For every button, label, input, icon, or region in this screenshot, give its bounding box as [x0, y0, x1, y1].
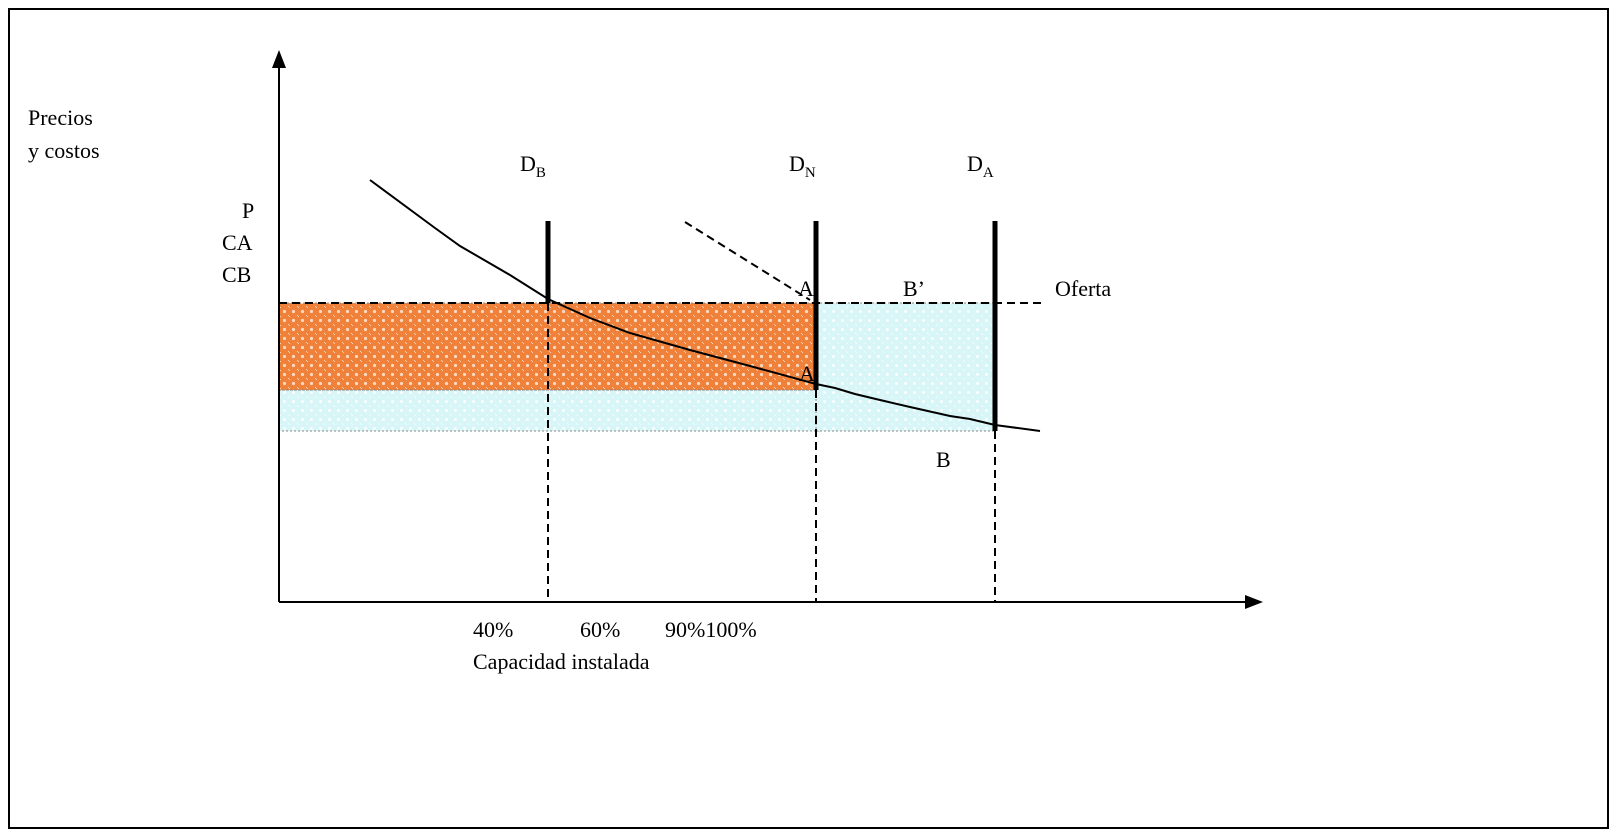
- diagram-canvas: [272, 50, 1263, 609]
- y-axis-label-line1: Precios: [28, 105, 93, 130]
- label-cb: CB: [222, 262, 252, 287]
- label-da: DA: [967, 151, 994, 182]
- label-b-prime: B’: [903, 276, 925, 301]
- tick-90-100: 90%100%: [665, 617, 757, 642]
- label-oferta: Oferta: [1055, 276, 1112, 301]
- y-axis-label-line2: y costos: [28, 138, 100, 163]
- figure-frame: Precios y costos P CA CB DB DN DA A’ B’ …: [8, 8, 1609, 829]
- tick-40: 40%: [473, 617, 514, 642]
- tick-60: 60%: [580, 617, 621, 642]
- label-b: B: [936, 447, 951, 472]
- label-db: DB: [520, 151, 546, 182]
- label-ca: CA: [222, 230, 253, 255]
- dashed-arrow-to-a-prime: [684, 221, 811, 301]
- label-a-prime: A’: [798, 276, 819, 301]
- y-axis-arrow-icon: [272, 50, 286, 68]
- x-axis-arrow-icon: [1245, 595, 1263, 609]
- shaded-area-right: [815, 302, 996, 432]
- label-a: A: [799, 361, 815, 386]
- cost-curve: [369, 179, 1041, 432]
- label-p: P: [242, 198, 255, 223]
- x-axis-label: Capacidad instalada: [473, 649, 650, 674]
- label-dn: DN: [789, 151, 816, 182]
